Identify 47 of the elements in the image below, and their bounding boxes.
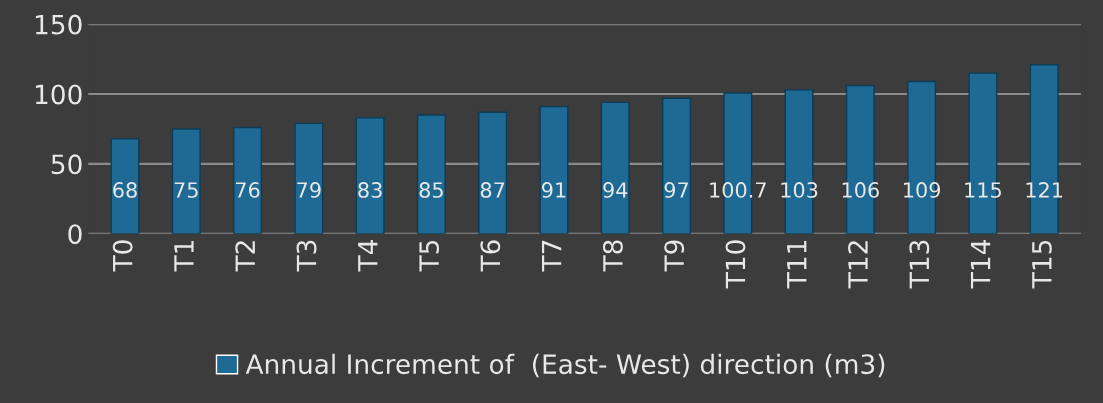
x-tick-label: T1 xyxy=(174,241,194,272)
bar xyxy=(600,101,630,234)
data-label: 94 xyxy=(603,182,628,198)
x-tick-label: T6 xyxy=(480,240,501,272)
data-label: 91 xyxy=(542,182,566,198)
data-label: 75 xyxy=(174,182,198,198)
data-label: 121 xyxy=(1026,182,1063,198)
y-tick-label: 100 xyxy=(35,84,82,105)
x-tick-label: T7 xyxy=(541,240,562,272)
data-label: 100.7 xyxy=(710,182,766,198)
bar xyxy=(171,128,201,234)
bar xyxy=(233,126,263,234)
x-tick-label: T2 xyxy=(235,241,255,272)
x-tick-label: T13 xyxy=(909,240,930,289)
bar xyxy=(294,122,324,234)
bar xyxy=(355,117,385,234)
x-tick-label: T0 xyxy=(112,240,133,272)
bar xyxy=(416,114,446,234)
data-label: 109 xyxy=(904,182,941,198)
bar xyxy=(539,105,569,234)
x-tick-label: T3 xyxy=(296,240,317,272)
x-tick-label: T8 xyxy=(602,240,623,272)
y-tick-label: 0 xyxy=(68,224,82,245)
legend-label: Annual Increment of (East- West) direction (m3) xyxy=(245,353,885,378)
y-tick-label: 50 xyxy=(51,154,82,175)
x-tick-label: T12 xyxy=(848,241,868,289)
x-tick-label: T11 xyxy=(787,241,807,289)
y-tick-label: 150 xyxy=(35,14,82,35)
x-tick-label: T5 xyxy=(419,240,440,272)
data-label: 87 xyxy=(480,182,505,198)
data-label: 76 xyxy=(236,182,260,198)
data-label: 103 xyxy=(781,182,818,198)
data-label: 79 xyxy=(297,182,321,198)
bar xyxy=(110,138,140,234)
bar xyxy=(662,97,691,234)
x-tick-label: T14 xyxy=(970,240,991,289)
data-label: 68 xyxy=(113,182,137,198)
x-tick-label: T4 xyxy=(358,240,378,272)
x-tick-label: T10 xyxy=(725,240,746,289)
data-label: 97 xyxy=(664,182,688,198)
data-label: 115 xyxy=(965,182,1001,198)
data-label: 83 xyxy=(358,182,382,198)
x-tick-label: T9 xyxy=(664,240,685,272)
data-label: 85 xyxy=(419,182,443,198)
bar xyxy=(478,111,508,234)
data-label: 106 xyxy=(842,182,879,198)
x-tick-label: T15 xyxy=(1032,240,1052,289)
